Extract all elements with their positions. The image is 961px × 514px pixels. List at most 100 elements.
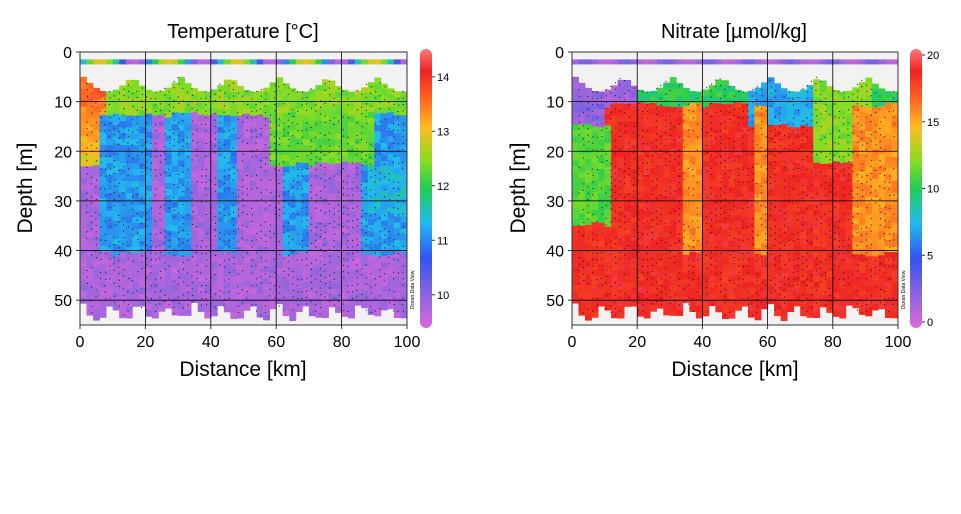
field-cell [93, 153, 100, 160]
field-cell [767, 196, 775, 203]
field-cell [302, 252, 310, 259]
field-cell [171, 178, 179, 185]
field-cell [761, 100, 768, 107]
field-cell [669, 148, 677, 155]
field-cell [322, 127, 329, 134]
field-cell [204, 246, 212, 253]
field-cell [289, 266, 297, 274]
sample-dot [205, 168, 207, 170]
field-cell [80, 243, 87, 250]
sample-dot [164, 301, 166, 303]
field-cell [695, 157, 703, 164]
sample-dot [209, 212, 211, 214]
field-cell [289, 159, 297, 167]
sample-dot [159, 219, 161, 221]
field-cell [138, 157, 146, 164]
field-cell [800, 95, 808, 102]
sample-dot [329, 287, 331, 289]
field-cell [165, 159, 172, 166]
field-cell [839, 264, 847, 271]
sample-dot [342, 90, 344, 92]
field-cell [361, 141, 369, 148]
sample-dot [329, 81, 331, 83]
field-cell [145, 226, 153, 234]
field-cell [204, 276, 212, 283]
sample-dot [269, 237, 271, 239]
field-cell [839, 97, 847, 104]
field-cell [839, 246, 847, 253]
field-cell [341, 298, 349, 305]
sample-dot [292, 90, 294, 91]
sample-dot [393, 252, 395, 254]
field-cell [374, 232, 382, 239]
field-cell [269, 267, 277, 274]
field-cell [315, 257, 323, 265]
field-cell [354, 215, 362, 223]
sample-dot [305, 297, 307, 299]
field-cell [845, 102, 853, 110]
field-cell [237, 246, 244, 254]
field-cell [132, 133, 140, 141]
field-cell [165, 212, 172, 220]
surface-cell [269, 59, 277, 65]
field-cell [361, 176, 369, 184]
field-cell [591, 192, 599, 199]
field-cell [269, 106, 277, 113]
sample-dot [182, 204, 184, 205]
field-cell [754, 188, 762, 196]
field-cell [591, 269, 599, 277]
field-cell [328, 104, 336, 111]
field-cell [689, 222, 697, 229]
field-cell [735, 250, 742, 258]
field-cell [748, 245, 755, 253]
field-cell [663, 279, 671, 286]
sample-dot [260, 89, 262, 91]
field-cell [322, 269, 329, 277]
sample-dot [191, 282, 193, 284]
field-cell [335, 127, 342, 135]
field-cell [604, 119, 612, 126]
field-cell [119, 198, 127, 206]
field-cell [197, 257, 205, 265]
field-cell [393, 293, 401, 301]
field-cell [387, 100, 395, 107]
field-cell [735, 101, 742, 109]
field-cell [826, 104, 834, 111]
sample-dot [375, 220, 377, 222]
field-cell [682, 153, 690, 160]
field-cell [728, 306, 736, 313]
sample-dot [95, 237, 97, 239]
field-cell [826, 258, 834, 266]
field-cell [151, 109, 159, 116]
field-cell [637, 244, 645, 252]
field-cell [361, 295, 369, 303]
field-cell [400, 264, 408, 271]
field-cell [263, 129, 270, 136]
sample-dot [324, 276, 326, 278]
field-cell [695, 151, 703, 158]
sample-dot [278, 305, 280, 307]
surface-cell [263, 59, 270, 65]
field-cell [158, 210, 166, 217]
sample-dot [182, 229, 184, 231]
sample-dot [219, 115, 221, 117]
field-cell [578, 154, 586, 161]
field-cell [702, 309, 710, 317]
field-cell [624, 276, 632, 283]
field-cell [813, 240, 821, 247]
sample-dot [118, 144, 120, 146]
field-cell [604, 208, 612, 216]
sample-dot [393, 181, 395, 183]
field-cell [367, 189, 375, 196]
sample-dot [292, 122, 294, 124]
field-cell [276, 244, 284, 251]
field-cell [223, 103, 231, 110]
field-cell [315, 126, 323, 134]
sample-dot [105, 253, 107, 254]
sample-dot [178, 102, 180, 104]
field-cell [695, 198, 703, 206]
sample-dot [301, 291, 303, 293]
field-cell [243, 256, 251, 264]
field-cell [643, 139, 651, 146]
field-cell [328, 241, 336, 248]
